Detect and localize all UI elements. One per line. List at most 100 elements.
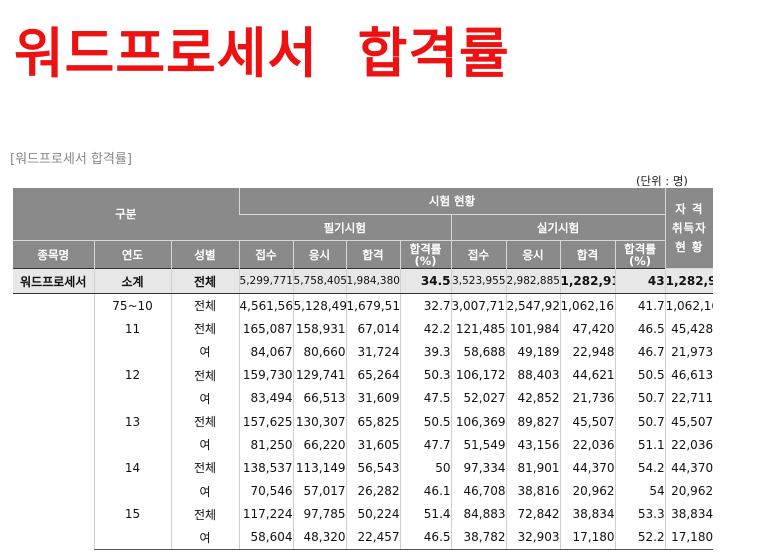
cell-written-pass-rate: 50 [399, 456, 452, 480]
table-row: 13 전체 157,625 130,307 65,825 50.5 106,369 89,82… [13, 409, 714, 434]
pass-rate-label: 합격률 [409, 241, 442, 256]
cell-written-passed: 31,724 [345, 340, 401, 364]
cell-written-applied: 58,604 [238, 525, 294, 551]
cell-written-took: 48,320 [292, 525, 347, 551]
cell-written-passed: 1,679,510 [345, 293, 401, 318]
cell-practical-pass-rate: 53.3 [614, 502, 666, 526]
table-row: 15 전체 117,224 97,785 50,224 51.4 84,883 72,842 3… [13, 502, 714, 526]
cell-written-pass-rate: 32.7 [399, 293, 452, 318]
header-year: 연도 [93, 240, 171, 269]
unit-label: (단위 : 명) [636, 174, 688, 188]
cell-year: 13 [93, 409, 171, 434]
cell-written-passed: 65,825 [345, 409, 401, 434]
cell-practical-took: 89,827 [505, 409, 561, 434]
cell-written-took: 80,660 [292, 340, 347, 364]
header-practical-exam: 실기시험 [450, 214, 666, 241]
cell-practical-applied: 52,027 [450, 386, 507, 410]
cell-practical-applied: 38,782 [450, 525, 507, 551]
cell-written-took: 129,741 [292, 363, 347, 387]
cell-written-applied: 165,087 [238, 317, 294, 341]
header-certified-line1: 자 격 [675, 201, 704, 216]
cell-practical-applied: 58,688 [450, 340, 507, 364]
header-written-took: 응시 [292, 240, 347, 269]
table-row: 여 58,604 48,320 22,457 46.5 38,782 32,903 17,18… [13, 525, 714, 551]
cell-practical-applied: 121,485 [450, 317, 507, 341]
table-row: 12 전체 159,730 129,741 65,264 50.3 106,172 88,40… [13, 363, 714, 387]
cell-practical-applied: 97,334 [450, 456, 507, 480]
summary-practical-passed: 1,282,919 [559, 268, 616, 294]
cell-year [93, 386, 171, 410]
cell-written-passed: 22,457 [345, 525, 401, 551]
table-caption: [워드프로세서 합격률] [10, 152, 132, 167]
cell-practical-applied: 106,369 [450, 409, 507, 434]
header-category: 구분 [13, 188, 240, 241]
cell-year [93, 340, 171, 364]
cell-practical-passed: 22,948 [559, 340, 616, 364]
table-row: 여 81,250 66,220 31,605 47.7 51,549 43,156 22,03… [13, 433, 714, 457]
cell-written-took: 66,220 [292, 433, 347, 457]
cell-written-pass-rate: 51.4 [399, 502, 452, 526]
cell-practical-pass-rate: 54.2 [614, 456, 666, 480]
table-row: 75~10전체4,561,5685,128,4921,679,51032.73,… [13, 293, 714, 318]
cell-written-passed: 50,224 [345, 502, 401, 526]
cell-written-passed: 31,605 [345, 433, 401, 457]
cell-certified: 20,962 [664, 479, 714, 503]
cell-practical-took: 49,189 [505, 340, 561, 364]
cell-written-passed: 67,014 [345, 317, 401, 341]
cell-year: 14 [93, 456, 171, 480]
cell-certified: 38,834 [664, 502, 714, 526]
cell-practical-pass-rate: 50.5 [614, 363, 666, 387]
summary-practical-pass-rate: 43 [614, 268, 666, 294]
cell-practical-took: 88,403 [505, 363, 561, 387]
header-written-applied: 접수 [238, 240, 294, 269]
cell-written-pass-rate: 47.7 [399, 433, 452, 457]
cell-practical-pass-rate: 52.2 [614, 525, 666, 551]
table-row: 11 전체 165,087 158,931 67,014 42.2 121,485 101,9… [13, 317, 714, 341]
cell-gender: 전체 [170, 363, 240, 387]
cell-practical-pass-rate: 41.7 [614, 293, 666, 318]
cell-gender: 여 [170, 386, 240, 410]
summary-practical-took: 2,982,885 [505, 268, 561, 294]
cell-certified: 44,370 [664, 456, 714, 480]
summary-written-took: 5,758,405 [292, 268, 347, 294]
cell-written-took: 113,149 [292, 456, 347, 480]
pass-rate-table: 구분 시험 현황 자 격 취득자 현 황 필기시험 실기시험 종목명 연도 성별… [13, 188, 714, 551]
cell-gender: 여 [170, 479, 240, 503]
cell-certified: 17,180 [664, 525, 714, 551]
cell-written-applied: 83,494 [238, 386, 294, 410]
cell-year [93, 433, 171, 457]
cell-written-pass-rate: 50.5 [399, 409, 452, 434]
table-row: 14 전체 138,537 113,149 56,543 50 97,334 81,901 44… [13, 456, 714, 480]
cell-practical-pass-rate: 50.7 [614, 409, 666, 434]
cell-practical-passed: 17,180 [559, 525, 616, 551]
cell-gender: 여 [170, 340, 240, 364]
pass-rate-unit: (%) [629, 253, 652, 268]
cell-written-applied: 81,250 [238, 433, 294, 457]
header-practical-passed: 합격 [559, 240, 616, 269]
cell-practical-applied: 51,549 [450, 433, 507, 457]
cell-year: 12 [93, 363, 171, 387]
cell-written-took: 57,017 [292, 479, 347, 503]
cell-gender: 전체 [170, 456, 240, 480]
header-practical-took: 응시 [505, 240, 561, 269]
header-gender: 성별 [170, 240, 240, 269]
cell-written-took: 130,307 [292, 409, 347, 434]
cell-practical-took: 72,842 [505, 502, 561, 526]
cell-practical-passed: 45,507 [559, 409, 616, 434]
summary-year: 소계 [93, 268, 171, 294]
cell-practical-passed: 38,834 [559, 502, 616, 526]
cell-written-applied: 117,224 [238, 502, 294, 526]
table-row: 여 83,494 66,513 31,609 47.5 52,027 42,852 21,73… [13, 386, 714, 410]
summary-written-pass-rate: 34.5 [399, 268, 452, 294]
summary-item-name: 워드프로세서 [13, 268, 94, 294]
cell-gender: 전체 [170, 317, 240, 341]
cell-practical-pass-rate: 51.1 [614, 433, 666, 457]
summary-written-passed: 1,984,380 [345, 268, 401, 294]
cell-certified: 46,613 [664, 363, 714, 387]
header-certified: 자 격 취득자 현 황 [664, 188, 714, 269]
table-row: 여 84,067 80,660 31,724 39.3 58,688 49,189 22,94… [13, 340, 714, 364]
header-written-exam: 필기시험 [239, 214, 452, 241]
summary-practical-applied: 3,523,955 [450, 268, 507, 294]
cell-certified: 45,507 [664, 409, 714, 434]
cell-year [93, 479, 171, 503]
